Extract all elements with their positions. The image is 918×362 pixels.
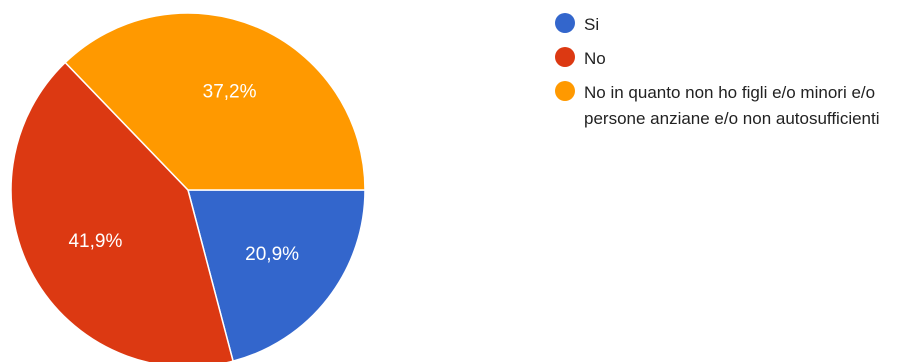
pie-slices [10, 12, 366, 362]
legend-item-no-figli[interactable]: No in quanto non ho figli e/o minori e/o… [555, 80, 915, 132]
chart-legend: Si No No in quanto non ho figli e/o mino… [555, 12, 915, 140]
legend-label-no-figli: No in quanto non ho figli e/o minori e/o… [584, 83, 880, 128]
pie-slice-no[interactable] [10, 61, 235, 362]
pie-chart: 20,9% 41,9% 37,2% [10, 12, 366, 362]
pie-label-no: 41,9% [68, 231, 122, 252]
legend-label-si: Si [584, 15, 600, 34]
legend-swatch-no-figli [555, 81, 575, 101]
legend-item-si[interactable]: Si [555, 12, 915, 38]
pie-slice-si[interactable] [187, 189, 366, 362]
pie-label-no-figli: 37,2% [203, 81, 257, 102]
pie-label-si: 20,9% [245, 244, 299, 265]
legend-swatch-no [555, 47, 575, 67]
legend-item-no[interactable]: No [555, 46, 915, 72]
pie-slice-labels: 20,9% 41,9% 37,2% [68, 81, 299, 265]
legend-swatch-si [555, 13, 575, 33]
pie-slice-no-figli[interactable] [64, 12, 366, 191]
legend-label-no: No [584, 49, 606, 68]
